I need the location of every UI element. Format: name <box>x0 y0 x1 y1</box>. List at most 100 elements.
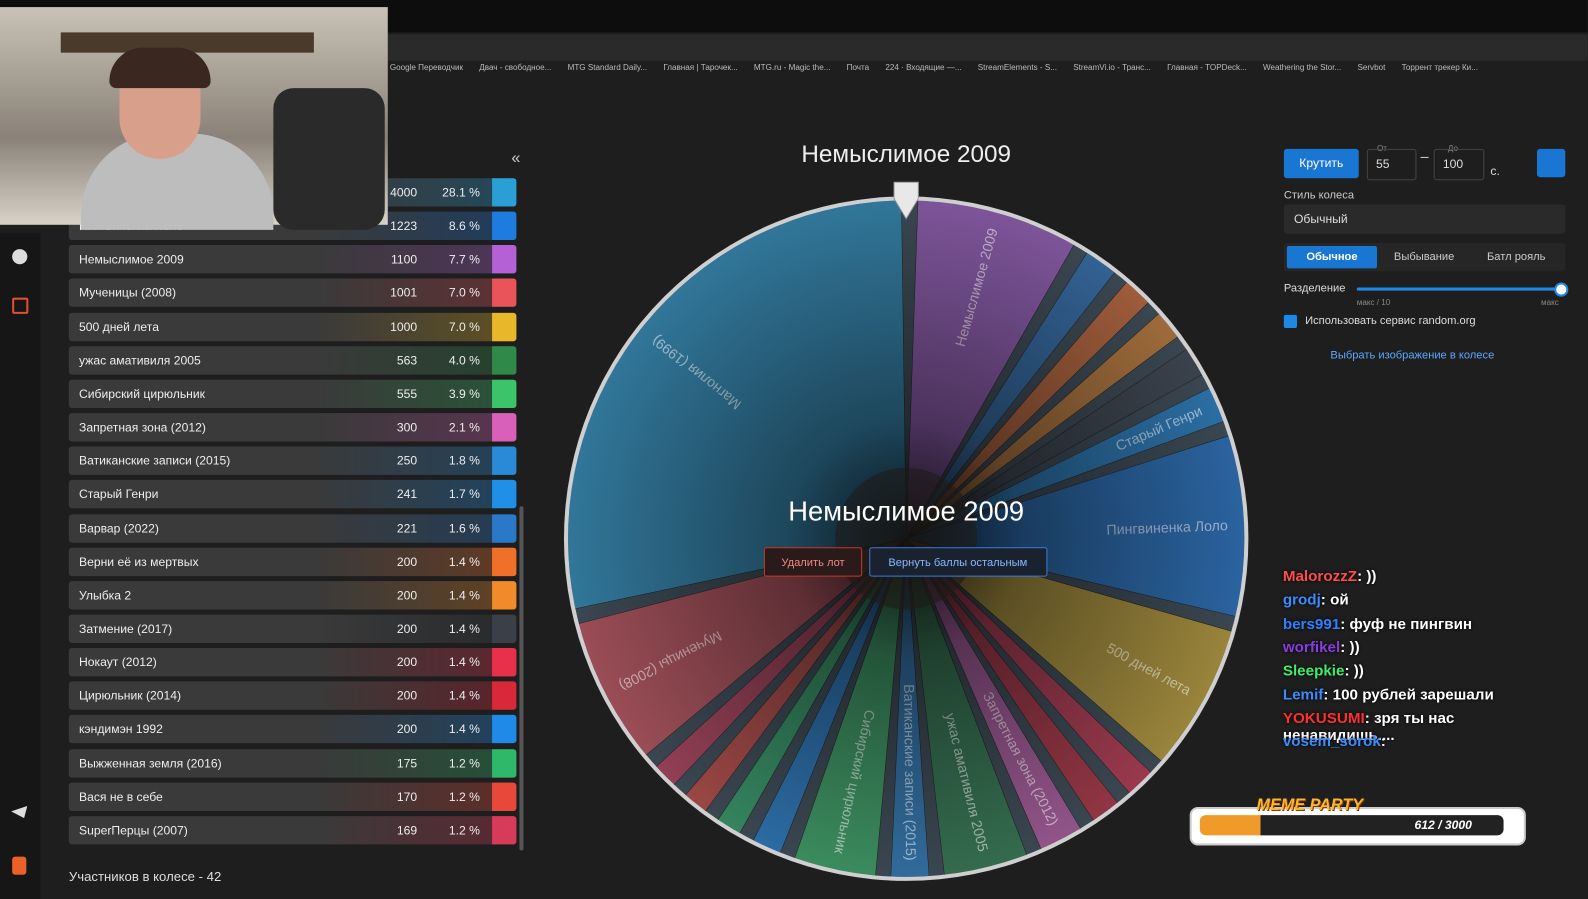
lot-icon <box>492 312 517 341</box>
style-select[interactable]: Обычный <box>1283 204 1566 234</box>
collapse-button[interactable]: « <box>511 149 521 168</box>
lot-percent: 2.1 % <box>448 420 480 435</box>
chat-message: vosem_sorok: <box>1283 733 1386 750</box>
pointer <box>893 181 919 220</box>
wheel: Немыслимое 2009 Немыслимое 2009Старый Ге… <box>563 141 1249 881</box>
lot-name: Улыбка 2 <box>78 588 132 603</box>
chat-text: : )) <box>1344 662 1364 680</box>
help-icon[interactable] <box>12 249 28 265</box>
lot-amount: 563 <box>396 353 418 368</box>
lot-name: ужас амативиля 2005 <box>78 353 201 368</box>
lot-name: Выжженная земля (2016) <box>78 755 222 771</box>
delete-button[interactable] <box>763 547 863 577</box>
dash <box>1420 156 1429 158</box>
chat-text: : зря ты нас ненавидишь.... <box>1282 709 1455 744</box>
chat-message: Lemif: 100 рублей зарешали <box>1283 686 1494 703</box>
lot-name: Сибирский цирюльник <box>78 386 205 401</box>
lot-row: Запретная зона (2012) 300 2.1 % <box>68 413 517 442</box>
lot-icon <box>492 815 517 845</box>
chat-text: : )) <box>1357 568 1377 586</box>
spin-button[interactable]: Крутить <box>1283 148 1359 179</box>
chat-text: : )) <box>1340 638 1360 656</box>
bookmark: Почта <box>846 62 870 72</box>
widget-title: MEME PARTY <box>1256 796 1364 815</box>
chat-text: : 100 рублей зарешали <box>1323 685 1494 704</box>
lot-row: Цирюльник (2014) 200 1.4 % <box>68 681 517 711</box>
scrollbar[interactable] <box>519 506 524 851</box>
lot-percent: 8.6 % <box>448 218 480 234</box>
lot-amount: 175 <box>396 755 418 771</box>
refund-label: Вернуть баллы остальным <box>888 557 1027 569</box>
lot-amount: 1100 <box>391 252 418 267</box>
lot-name: 500 дней лета <box>78 319 159 334</box>
address-bar[interactable] <box>387 34 1588 61</box>
winner-name: Немыслимое 2009 <box>788 495 1024 526</box>
image-link[interactable]: Выбрать изображение в колесе <box>1330 349 1495 362</box>
lot-icon <box>492 446 517 476</box>
progress-bar <box>1199 815 1504 836</box>
lot-icon <box>492 580 517 610</box>
lot-icon <box>492 782 517 811</box>
bookmark: Главная | Тарочек... <box>663 62 738 72</box>
style-label: Стиль колеса <box>1283 189 1355 202</box>
chat-message: grodj: ой <box>1283 592 1349 609</box>
lot-percent: 1.8 % <box>448 453 480 468</box>
lot-row: Старый Генри 241 1.7 % <box>68 480 517 509</box>
to-label: До <box>1447 143 1458 153</box>
lot-row: Ватиканские записи (2015) 250 1.8 % <box>68 446 517 476</box>
lot-row: Варвар (2022) 221 1.6 % <box>68 513 517 543</box>
random-button[interactable] <box>1536 148 1566 178</box>
lot-icon <box>492 278 517 308</box>
bookmarks-bar: Google Переводчик Двач - свободное... MTG … <box>390 63 1585 79</box>
lot-percent: 1.7 % <box>448 487 480 502</box>
lot-name: Ватиканские записи (2015) <box>78 453 231 468</box>
chat-user: Sleepkie <box>1282 662 1345 680</box>
split-slider[interactable] <box>1356 287 1560 291</box>
lot-name: Цирюльник (2014) <box>78 688 182 703</box>
lot-name: Затмение (2017) <box>78 621 173 636</box>
lot-icon <box>492 178 517 207</box>
lot-amount: 1223 <box>390 218 418 234</box>
webcam-hair <box>109 47 211 89</box>
lot-icon <box>492 379 517 408</box>
lot-percent: 1.4 % <box>448 688 480 703</box>
split-max: макс <box>1541 297 1559 307</box>
chat-message: Sleepkie: )) <box>1283 662 1364 679</box>
bookmark: 224 · Входящие —... <box>885 62 962 72</box>
chat-message: bers991: фуф не пингвин <box>1283 615 1472 632</box>
bookmark: MTG.ru - Magic the... <box>753 62 831 72</box>
unit: с. <box>1490 164 1500 179</box>
to-input[interactable]: 100 <box>1433 148 1485 181</box>
telegram-icon[interactable] <box>11 805 28 819</box>
chat-user: YOKUSUMI <box>1282 709 1365 727</box>
lot-name: Верни её из мертвых <box>78 554 199 569</box>
mode-tab[interactable]: Батл рояль <box>1486 251 1546 264</box>
lot-percent: 1.4 % <box>448 655 480 670</box>
logout-icon[interactable] <box>12 297 29 314</box>
checkbox[interactable] <box>1283 314 1298 329</box>
lot-icon <box>492 245 517 274</box>
refund-button[interactable] <box>869 547 1048 577</box>
mode-tab[interactable]: Выбывание <box>1393 251 1455 264</box>
from-label: От <box>1377 143 1388 153</box>
lot-icon <box>492 413 517 442</box>
slider-thumb[interactable] <box>1554 282 1569 297</box>
lot-amount: 241 <box>396 487 418 502</box>
lot-row: Немыслимое 2009 1100 7.7 % <box>68 245 517 274</box>
lot-icon <box>492 211 517 241</box>
split-min: макс / 10 <box>1356 297 1391 307</box>
mode-tab[interactable]: Обычное <box>1286 246 1378 269</box>
lot-amount: 221 <box>396 520 418 536</box>
lot-icon <box>492 648 517 677</box>
lot-amount: 555 <box>396 386 418 401</box>
chat-user: worfikel <box>1282 638 1341 656</box>
logo-icon[interactable] <box>12 856 27 875</box>
lot-icon <box>492 715 517 744</box>
lot-icon <box>492 480 517 509</box>
lot-percent: 1.2 % <box>448 789 480 804</box>
from-input[interactable]: 55 <box>1366 148 1417 181</box>
split-label: Разделение <box>1283 282 1346 295</box>
lot-amount: 170 <box>396 789 418 804</box>
bookmark: Weathering the Stor... <box>1263 62 1342 72</box>
lot-row: кэндимэн 1992 200 1.4 % <box>68 715 517 744</box>
